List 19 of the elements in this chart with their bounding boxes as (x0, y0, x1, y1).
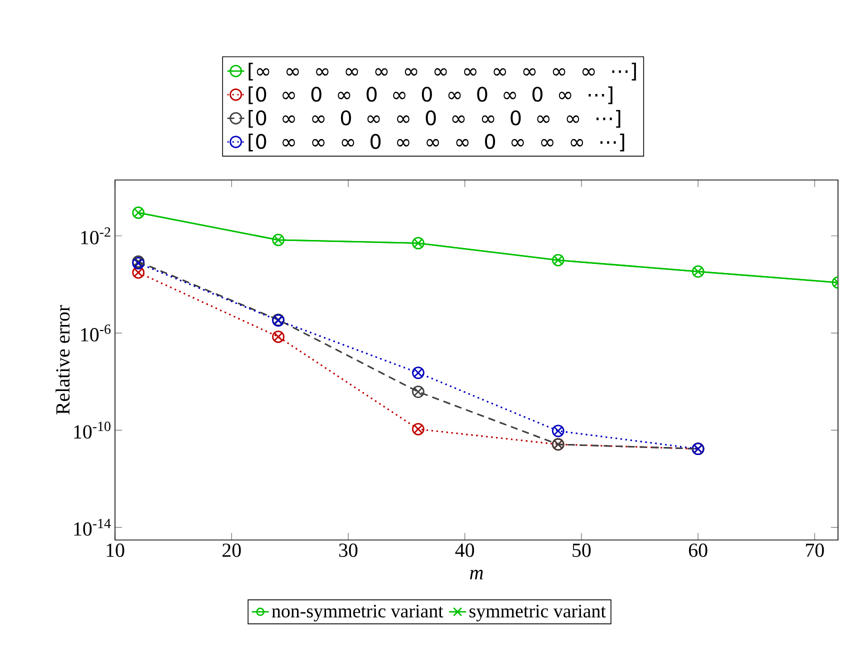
y-tick-label: 10$^{-2}$ (81, 227, 110, 244)
x-tick-label: 30 (339, 544, 358, 557)
x-tick-label: 10 (106, 544, 124, 557)
text: non-symmetric variant (272, 604, 444, 622)
legend-label: [0 ∞ ∞ 0 ∞ ∞ 0 ∞ ∞ 0 ∞ ∞ ⋯] (248, 110, 620, 128)
legend-label: symmetric variant (470, 604, 606, 622)
legend-label: [∞ ∞ ∞ ∞ ∞ ∞ ∞ ∞ ∞ ∞ ∞ ∞ ⋯] (248, 62, 636, 80)
y-axis-title: Relative error (56, 305, 70, 414)
x-tick-label: 60 (688, 544, 708, 557)
x-tick-label: 70 (806, 544, 824, 557)
y-tick-label: 10$^{-10}$ (74, 422, 110, 439)
y-tick-label: 10$^{-6}$ (81, 324, 111, 342)
x-tick-label: 40 (455, 544, 474, 557)
x-tick-label: 50 (572, 544, 591, 557)
x-axis-title: m (470, 570, 483, 580)
legend-label: [0 ∞ ∞ ∞ 0 ∞ ∞ ∞ 0 ∞ ∞ ∞ ⋯] (248, 134, 624, 152)
y-tick-label: 10$^{-14}$ (74, 518, 111, 536)
x-tick-label: 20 (222, 544, 241, 557)
legend-label: [0 ∞ 0 ∞ 0 ∞ 0 ∞ 0 ∞ 0 ∞ ⋯] (248, 86, 612, 104)
